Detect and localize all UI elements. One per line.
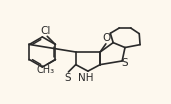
Text: S: S <box>64 73 71 83</box>
Text: Cl: Cl <box>40 26 50 36</box>
Text: CH₃: CH₃ <box>36 65 54 75</box>
Text: NH: NH <box>78 73 94 83</box>
Text: S: S <box>122 58 128 68</box>
Text: O: O <box>103 33 111 43</box>
